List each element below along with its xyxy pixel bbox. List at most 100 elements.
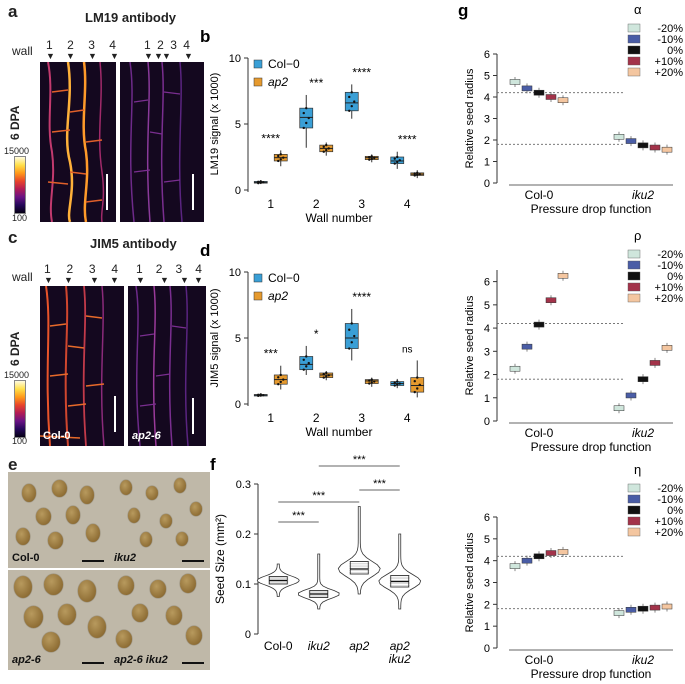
param-symbol: α [634, 2, 642, 17]
legend-label: +10% [655, 516, 684, 528]
cell-walls-a-right [129, 62, 183, 222]
panel-a-title: LM19 antibody [85, 10, 177, 25]
legend-swatch [627, 282, 641, 292]
data-point [302, 368, 305, 371]
chart-d: d 0 5 10 JIM5 signal (x 1000) 1 *** 2 * 3 **** 4 ns W… [200, 241, 425, 439]
scale-bar [106, 174, 108, 210]
data-point [277, 376, 280, 379]
data-point [370, 378, 373, 381]
wall-num: 1 [136, 262, 143, 276]
panel-c-wall-label: wall [12, 270, 33, 284]
legend-swatch [627, 249, 641, 259]
data-point [413, 380, 416, 383]
data-point [416, 171, 419, 175]
box-body [557, 273, 569, 279]
scale-bar [192, 398, 194, 434]
box-body [533, 553, 545, 560]
y-tick-label: 10 [229, 267, 241, 279]
box-body [344, 323, 359, 349]
legend-swatch [627, 483, 641, 493]
box-body [545, 94, 557, 100]
data-point [305, 106, 308, 110]
legend-swatch [253, 59, 263, 69]
legend-swatch [253, 273, 263, 283]
scale-bar [82, 560, 104, 562]
box-body [637, 142, 649, 149]
wall-num: 2 [67, 38, 74, 52]
data-point [368, 155, 371, 159]
y-tick-label: 3 [484, 114, 490, 126]
legend-label: -20% [657, 249, 683, 261]
wall-num: 1 [44, 262, 51, 276]
y-tick-label: 10 [229, 53, 241, 65]
chart-g-eta: η 0 1 2 3 4 5 6 Relative seed radius Col-0 iku2Pre… [464, 462, 683, 681]
data-point [322, 150, 325, 153]
y-tick-label: 0 [484, 178, 490, 190]
wall-num: 3 [88, 38, 95, 52]
legend-swatch [253, 291, 263, 301]
y-tick-label: 2 [484, 135, 490, 147]
box-body [625, 607, 637, 613]
significance-label: **** [352, 290, 371, 304]
panel-c-walls-left: 1 2 3 4 [44, 262, 118, 276]
box-body [661, 603, 673, 610]
legend-label: 0% [667, 45, 683, 57]
data-point [370, 157, 373, 161]
seed-label-iku2: iku2 [114, 552, 137, 564]
data-point [398, 159, 401, 162]
legend-label: +10% [655, 282, 684, 294]
cbar-min-c: 100 [12, 436, 28, 446]
x-tick-label: Col-0 [525, 426, 554, 440]
legend-label: +20% [655, 293, 684, 305]
legend-label: +20% [655, 67, 684, 79]
scale-bar [182, 662, 204, 664]
data-point [259, 180, 262, 183]
data-point [325, 148, 328, 152]
cbar-min-a: 100 [12, 213, 28, 223]
y-tick-label: 3 [484, 578, 490, 590]
data-point [279, 380, 282, 384]
y-tick-label: 5 [484, 71, 490, 83]
legend-swatch [627, 45, 641, 55]
seed-photo-col0: Col-0 [8, 472, 110, 568]
x-tick-label: 1 [267, 197, 274, 211]
seed-photo-ap2-6: ap2-6 [8, 570, 110, 670]
legend-label: Col−0 [268, 57, 300, 71]
comparison-label: *** [353, 454, 367, 466]
data-point [368, 382, 371, 385]
x-tick-label: 1 [267, 411, 274, 425]
data-point [350, 341, 353, 344]
x-tick-label: 3 [358, 197, 365, 211]
data-point [282, 378, 285, 381]
scale-bar [114, 396, 116, 432]
legend-swatch [627, 293, 641, 303]
legend-label: -10% [657, 494, 683, 506]
data-point [305, 121, 308, 125]
data-point [418, 172, 421, 176]
wall-num: 3 [175, 262, 183, 276]
wall-num: 2 [66, 262, 74, 276]
comparison-label: *** [373, 478, 387, 490]
data-point [322, 376, 325, 379]
seed-label-ap2-6-iku2: ap2-6 iku2 [114, 654, 168, 666]
cell-walls-c-left [40, 286, 105, 446]
data-point [413, 174, 416, 177]
x-tick-label: iku2 [632, 188, 654, 202]
y-tick-label: 5 [484, 534, 490, 546]
box-body [545, 297, 557, 303]
data-point [305, 365, 308, 368]
data-point [373, 156, 376, 160]
data-point [348, 95, 351, 99]
box-body [410, 377, 425, 393]
violin-shape [378, 533, 422, 610]
box-body [509, 79, 521, 85]
legend-label: -10% [657, 34, 683, 46]
significance-label: * [314, 327, 319, 341]
data-point [277, 154, 280, 158]
legend-label: Col−0 [268, 271, 300, 285]
significance-label: ns [402, 344, 413, 355]
panel-letter-a: a [8, 2, 18, 21]
data-point [393, 381, 396, 384]
legend-label: -20% [657, 483, 683, 495]
